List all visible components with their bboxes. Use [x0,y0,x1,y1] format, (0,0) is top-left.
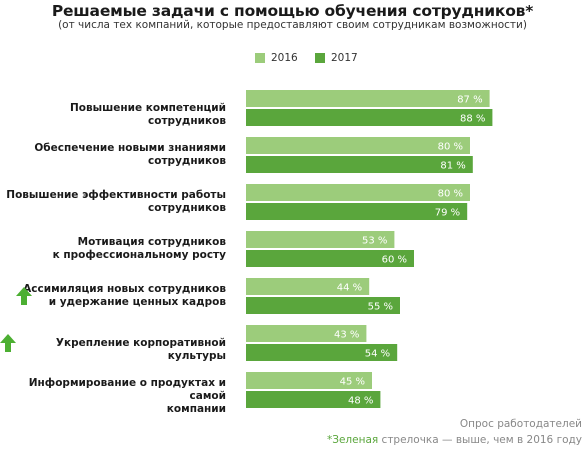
category-label-line: Информирование о продуктах и самой [28,377,226,402]
bar-2017-4 [246,297,400,314]
category-label-4: Ассимиляция новых сотрудников и удержание… [0,283,226,309]
legend-item-2016: 2016 [255,52,298,64]
category-label-6: Информирование о продуктах и самой компан… [0,377,226,416]
category-label-line: сотрудников [148,155,226,167]
category-label-3: Мотивация сотрудников к профессиональному… [0,236,226,262]
data-label-2016-3: 53 % [362,236,387,247]
bar-2017-3 [246,250,414,267]
data-label-2017-5: 54 % [365,349,390,360]
bar-2017-5 [246,344,398,361]
data-label-2016-5: 43 % [334,330,359,341]
footnote-highlight: *Зеленая [326,434,379,446]
footnote: *Зеленая стрелочка — выше, чем в 2016 го… [327,434,582,446]
bar-2016-4 [246,278,370,295]
bar-2016-1 [246,137,470,154]
legend-label-2017: 2017 [331,52,358,64]
data-label-2017-3: 60 % [382,255,407,266]
legend-swatch-2016 [255,53,265,63]
bar-2016-0 [246,90,490,107]
legend-swatch-2017 [315,53,325,63]
data-label-2017-0: 88 % [460,114,485,125]
source-note: Опрос работодателей [459,418,582,430]
category-label-line: Повышение эффективности работы [6,189,226,201]
data-label-2017-4: 55 % [368,302,393,313]
category-label-line: Повышение компетенций сотрудников [69,101,226,127]
bar-2016-3 [246,231,395,248]
category-label-line: Ассимиляция новых сотрудников [23,283,226,295]
legend-label-2016: 2016 [271,52,298,64]
bar-2017-6 [246,391,381,408]
legend-item-2017: 2017 [315,52,358,64]
category-label-line: Мотивация сотрудников [77,236,226,248]
data-label-2016-4: 44 % [337,283,362,294]
category-label-0: Повышение компетенций сотрудников [0,102,226,128]
category-label-line: и удержание ценных кадров [48,296,226,308]
data-label-2016-1: 80 % [438,142,463,153]
data-label-2017-2: 79 % [435,208,460,219]
bar-2016-5 [246,325,367,342]
data-label-2016-6: 45 % [340,377,365,388]
bar-2017-0 [246,109,493,126]
category-label-5: Укрепление корпоративной культуры [0,337,226,363]
category-label-line: компании [166,403,226,415]
chart-subtitle: (от числа тех компаний, которые предоста… [58,19,527,31]
category-label-2: Повышение эффективности работы сотруднико… [0,189,226,215]
up-arrow-icon [16,287,32,305]
data-label-2017-6: 48 % [348,396,373,407]
bar-2017-1 [246,156,473,173]
category-label-line: Обеспечение новыми знаниями [34,142,226,154]
data-label-2017-1: 81 % [440,161,465,172]
up-arrow-icon [0,334,16,352]
bar-2016-2 [246,184,470,201]
category-label-line: сотрудников [148,202,226,214]
bar-2016-6 [246,372,372,389]
data-label-2016-0: 87 % [457,95,482,106]
chart-title: Решаемые задачи с помощью обучения сотру… [51,2,534,20]
data-label-2016-2: 80 % [438,189,463,200]
bar-2017-2 [246,203,468,220]
footnote-text: стрелочка — выше, чем в 2016 году [378,434,582,446]
category-label-line: Укрепление корпоративной культуры [55,336,226,362]
category-label-1: Обеспечение новыми знаниями сотрудников [0,142,226,168]
category-label-line: к профессиональному росту [52,249,226,261]
